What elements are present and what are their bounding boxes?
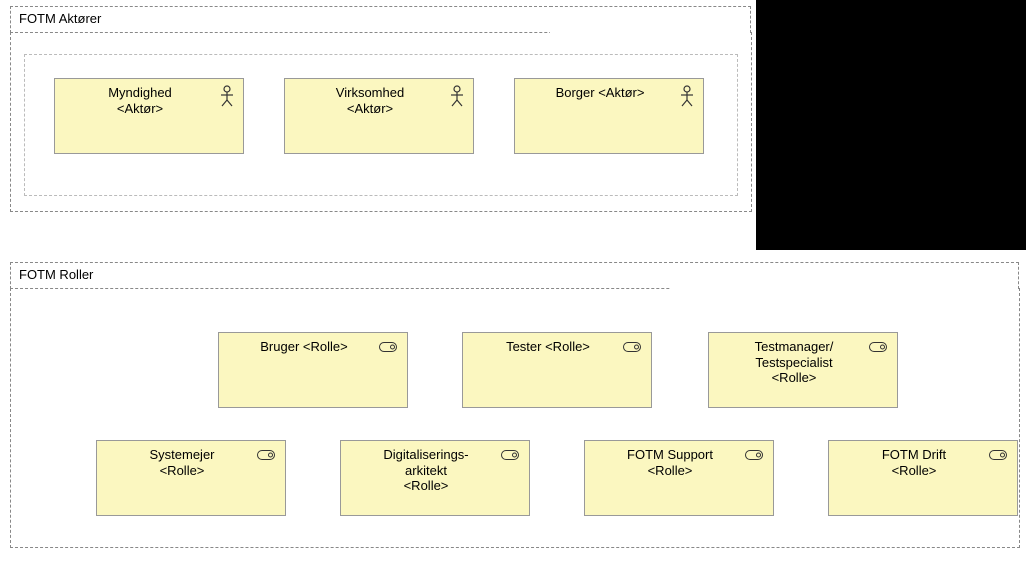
role-digitaliseringsarkitekt: Digitaliserings- arkitekt <Rolle> <box>340 440 530 516</box>
role-testmanager-text: Testmanager/ Testspecialist <Rolle> <box>709 333 897 386</box>
group-roles-label: FOTM Roller <box>19 267 93 282</box>
role-bruger: Bruger <Rolle> <box>218 332 408 408</box>
role-icon <box>745 450 763 460</box>
role-icon <box>869 342 887 352</box>
group-actors-labelbar: FOTM Aktører <box>10 6 552 33</box>
group-roles-labelbar: FOTM Roller <box>10 262 672 289</box>
role-tester: Tester <Rolle> <box>462 332 652 408</box>
group-actors-label: FOTM Aktører <box>19 11 101 26</box>
role-icon <box>989 450 1007 460</box>
group-roles-topright <box>670 262 1019 289</box>
actor-myndighed: Myndighed <Aktør> <box>54 78 244 154</box>
role-testmanager: Testmanager/ Testspecialist <Rolle> <box>708 332 898 408</box>
role-icon <box>623 342 641 352</box>
actor-myndighed-text: Myndighed <Aktør> <box>55 79 243 116</box>
actor-virksomhed-text: Virksomhed <Aktør> <box>285 79 473 116</box>
role-systemejer: Systemejer <Rolle> <box>96 440 286 516</box>
role-icon <box>501 450 519 460</box>
role-digitaliseringsarkitekt-text: Digitaliserings- arkitekt <Rolle> <box>341 441 529 494</box>
actor-borger-text: Borger <Aktør> <box>515 79 703 101</box>
actor-borger: Borger <Aktør> <box>514 78 704 154</box>
person-icon <box>679 85 695 107</box>
role-fotm-support: FOTM Support <Rolle> <box>584 440 774 516</box>
black-block <box>756 0 1026 250</box>
role-fotm-drift-text: FOTM Drift <Rolle> <box>829 441 1017 478</box>
person-icon <box>219 85 235 107</box>
role-fotm-support-text: FOTM Support <Rolle> <box>585 441 773 478</box>
actor-virksomhed: Virksomhed <Aktør> <box>284 78 474 154</box>
role-icon <box>379 342 397 352</box>
role-systemejer-text: Systemejer <Rolle> <box>97 441 285 478</box>
person-icon <box>449 85 465 107</box>
role-icon <box>257 450 275 460</box>
role-fotm-drift: FOTM Drift <Rolle> <box>828 440 1018 516</box>
group-actors-topright <box>550 6 751 33</box>
